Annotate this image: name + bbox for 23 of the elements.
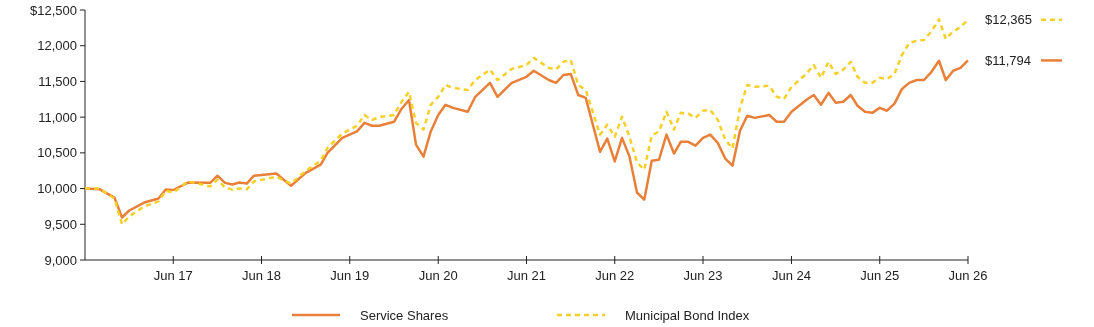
y-tick-label: 10,500 — [37, 145, 77, 161]
line-series — [83, 18, 970, 226]
text: $11,794 — [985, 52, 1032, 68]
x-tick-label: Jun 19 — [330, 268, 370, 283]
y-tick-label: 11,000 — [38, 109, 77, 125]
x-tick-label: Jun 21 — [506, 268, 547, 283]
y-tick-label: 9,500 — [44, 216, 77, 232]
x-tick-label: Jun 17 — [153, 268, 193, 283]
x-tick-label: Jun 26 — [948, 268, 988, 283]
legend-label: Municipal Bond Index — [625, 307, 750, 323]
legend-label: Service Shares — [360, 307, 449, 323]
x-tick-label: Jun 25 — [860, 268, 900, 283]
text: $12,365 — [985, 12, 1032, 28]
y-tick-label: 10,000 — [37, 181, 77, 197]
x-tick-label: Jun 18 — [241, 268, 282, 283]
x-tick-label: Jun 22 — [595, 268, 635, 283]
x-tick-label: Jun 23 — [683, 268, 723, 283]
y-tick-label: 11,500 — [38, 73, 77, 89]
y-tick-label: 9,000 — [44, 252, 77, 268]
x-tick-label: Jun 20 — [418, 268, 458, 283]
y-tick-label: $12,500 — [30, 2, 77, 18]
x-tick-label: Jun 24 — [771, 268, 812, 283]
y-tick-label: 12,000 — [37, 38, 77, 54]
